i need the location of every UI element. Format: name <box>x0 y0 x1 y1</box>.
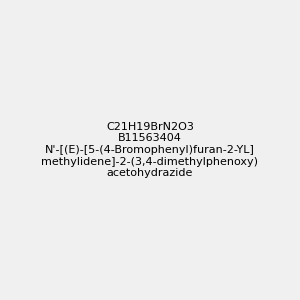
Text: C21H19BrN2O3
B11563404
N'-[(E)-[5-(4-Bromophenyl)furan-2-YL]
methylidene]-2-(3,4: C21H19BrN2O3 B11563404 N'-[(E)-[5-(4-Bro… <box>41 122 259 178</box>
